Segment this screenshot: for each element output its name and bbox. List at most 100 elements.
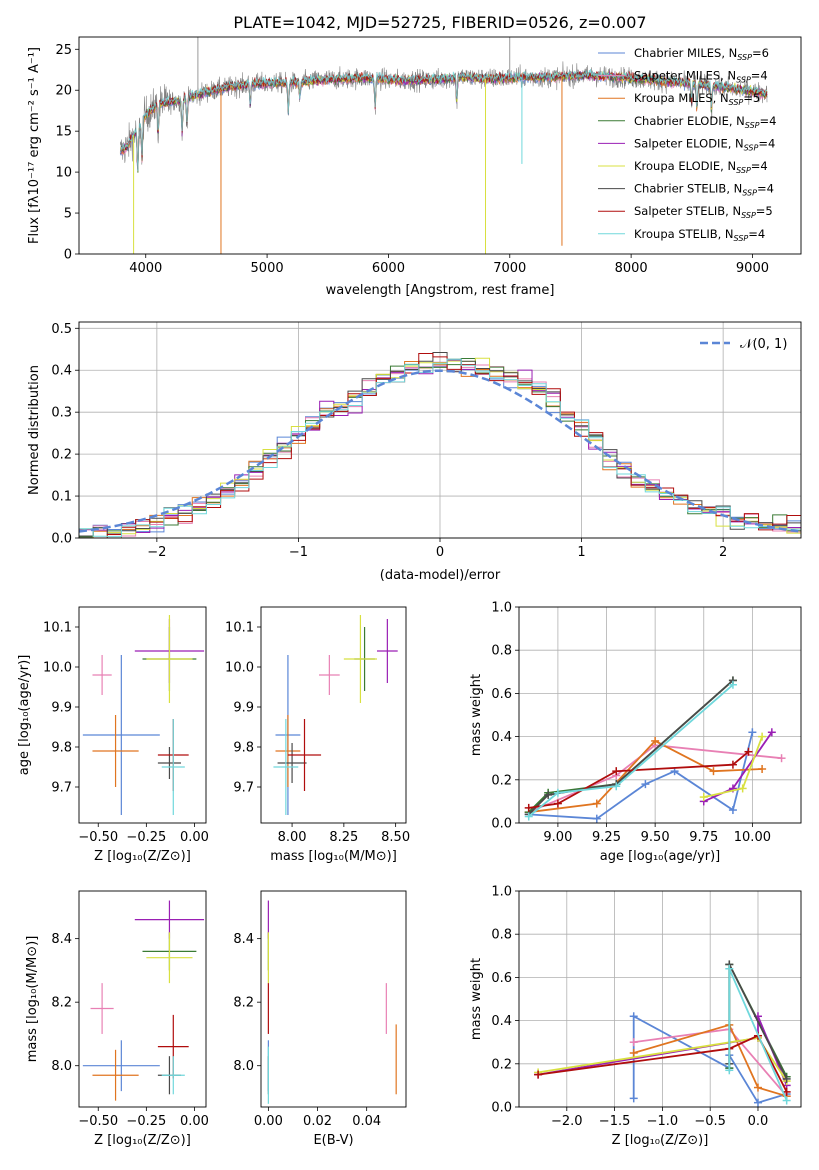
x-axis-label: E(B-V): [313, 1133, 353, 1148]
y-axis-label: Normed distribution: [27, 365, 42, 495]
mass_vs_EBV-panel: 0.00 0.02 0.04 8.0 8.2 8.4: [233, 890, 407, 1129]
y-tick-label: 5: [64, 207, 72, 222]
errorbar-salpeter-miles: [90, 983, 114, 1034]
x-tick-label: 0.04: [352, 1114, 381, 1129]
y-tick-label: 0: [64, 248, 72, 263]
weight-line: [528, 739, 763, 814]
normal-distribution-curve: [79, 369, 799, 533]
errorbar-chabrier-stelib: [157, 747, 181, 779]
x-tick-label: −0.25: [126, 830, 166, 845]
x-tick-label: 9.75: [689, 830, 718, 845]
y-axis-label: mass weight: [469, 958, 484, 1040]
weight_vs_Z-panel: −2.0 −1.5 −1.0 −0.5 0.0 0.0 0.2 0.4 0.6 0.8 1.0: [491, 885, 802, 1129]
chart-title: PLATE=1042, MJD=52725, FIBERID=0526, z=0…: [233, 13, 646, 32]
axes-frame: [78, 890, 207, 1108]
spectrum-plot-area: [119, 37, 768, 254]
x-tick-label: 9.25: [592, 830, 621, 845]
x-tick-label: 0: [436, 545, 444, 560]
mass_vs_EBV-plot-area: [267, 900, 397, 1104]
y-tick-label: 20: [55, 84, 72, 99]
x-tick-label: 0.02: [303, 1114, 332, 1129]
errorbar-kroupa-miles: [92, 1049, 139, 1101]
mass_vs_Z-plot-area: [82, 900, 205, 1101]
errorbar-kroupa-elodie: [146, 932, 193, 984]
y-tick-label: 0.4: [51, 364, 72, 379]
y-tick-label: 0.0: [51, 532, 72, 547]
x-tick-label: 4000: [129, 261, 162, 276]
histogram-kroupa-stelib: [79, 358, 801, 538]
y-tick-label: 8.0: [233, 1059, 254, 1074]
mass_vs_Z-panel: −0.50 −0.25 0.00 8.0 8.2 8.4: [51, 890, 209, 1129]
spectrum-model-kroupa-stelib: [119, 69, 768, 171]
y-tick-label: 8.4: [233, 932, 254, 947]
weight_vs_age-plot-area: [524, 676, 786, 823]
y-tick-label: 9.7: [233, 781, 254, 796]
x-axis-label: (data-model)/error: [380, 568, 501, 583]
x-tick-label: 9000: [736, 261, 769, 276]
y-axis-label: mass [log₁₀(M/M⊙)]: [25, 936, 40, 1063]
weight-line: [528, 684, 734, 818]
age_vs_mass-panel: 8.00 8.25 8.50 9.7 9.8 9.9 10.0 10.1: [225, 606, 410, 845]
x-tick-label: −1.5: [599, 1114, 631, 1129]
errorbar-salpeter-miles: [92, 655, 112, 695]
y-tick-label: 0.5: [51, 322, 72, 337]
y-tick-label: 9.7: [51, 781, 72, 796]
y-tick-label: 0.4: [491, 1014, 512, 1029]
legend-label-salpeter-elodie: Salpeter ELODIE, NSSP=4: [634, 136, 775, 152]
x-axis-label: wavelength [Angstrom, rest frame]: [326, 283, 555, 298]
y-tick-label: 8.4: [51, 932, 72, 947]
x-tick-label: −1: [289, 545, 308, 560]
y-tick-label: 8.0: [51, 1059, 72, 1074]
x-tick-label: 8.25: [329, 830, 358, 845]
spectrum-legend: Chabrier MILES, NSSP=6 Salpeter MILES, NS…: [598, 46, 776, 243]
x-axis-label: age [log₁₀(age/yr)]: [600, 849, 721, 864]
axes-frame: [260, 890, 407, 1108]
errorbar-kroupa-stelib: [273, 719, 299, 815]
x-tick-label: −0.5: [694, 1114, 726, 1129]
y-tick-label: 0.8: [491, 644, 512, 659]
weight_vs_Z-plot-area: [534, 960, 791, 1107]
legend-label-chabrier-elodie: Chabrier ELODIE, NSSP=4: [634, 114, 776, 130]
x-tick-label: −2: [147, 545, 166, 560]
y-tick-label: 0.2: [491, 1057, 512, 1072]
axes-frame: [78, 606, 207, 824]
y-tick-label: 10.1: [225, 621, 254, 636]
axes-frame: [260, 606, 407, 824]
axes-frame: [78, 321, 802, 539]
age_vs_Z-panel: −0.50 −0.25 0.00 9.7 9.8 9.9 10.0 10.1: [43, 606, 209, 845]
y-tick-label: 9.8: [233, 741, 254, 756]
spectrum-panel: 4000 5000 6000 7000 8000 9000 0 5 10 15 20 25 Chabri…: [55, 36, 802, 276]
x-tick-label: 5000: [251, 261, 284, 276]
x-tick-label: 1: [577, 545, 585, 560]
y-tick-label: 0.3: [51, 406, 72, 421]
y-tick-label: 10.1: [43, 621, 72, 636]
y-tick-label: 0.2: [491, 773, 512, 788]
y-tick-label: 9.8: [51, 741, 72, 756]
errorbar-salpeter-elodie: [134, 900, 205, 939]
weight-line: [537, 1034, 788, 1093]
legend-label-salpeter-stelib: Salpeter STELIB, NSSP=5: [634, 204, 773, 220]
x-tick-label: −1.0: [647, 1114, 679, 1129]
x-tick-label: 8.00: [278, 830, 307, 845]
x-tick-label: 8.50: [381, 830, 410, 845]
weight-series-kroupa-elodie: [699, 732, 767, 802]
x-tick-label: 6000: [372, 261, 405, 276]
x-axis-label: Z [log₁₀(Z/Z⊙)]: [94, 849, 191, 864]
x-tick-label: −0.50: [78, 1114, 118, 1129]
weight-line: [633, 1023, 787, 1098]
errorbar-kroupa-elodie: [146, 615, 193, 703]
legend-label-kroupa-miles: Kroupa MILES, NSSP=5: [634, 91, 760, 107]
weight-line: [528, 744, 782, 814]
errorbar-kroupa-stelib: [161, 1056, 185, 1095]
axes-frame: [78, 36, 802, 255]
errorbar-kroupa-elodie: [343, 615, 377, 703]
y-tick-label: 10.0: [225, 661, 254, 676]
residual_histogram-panel: −2 −1 0 1 2 0.0 0.1 0.2 0.3 0.4 0.5 𝒩(0, 1): [51, 321, 802, 560]
y-tick-label: 15: [55, 125, 72, 140]
errorbar-kroupa-miles: [275, 715, 301, 787]
axes-frame: [518, 606, 802, 824]
legend-label-kroupa-stelib: Kroupa STELIB, NSSP=4: [634, 227, 765, 243]
x-tick-label: 9.50: [641, 830, 670, 845]
x-tick-label: 0.0: [748, 1114, 769, 1129]
y-tick-label: 8.2: [51, 996, 72, 1011]
